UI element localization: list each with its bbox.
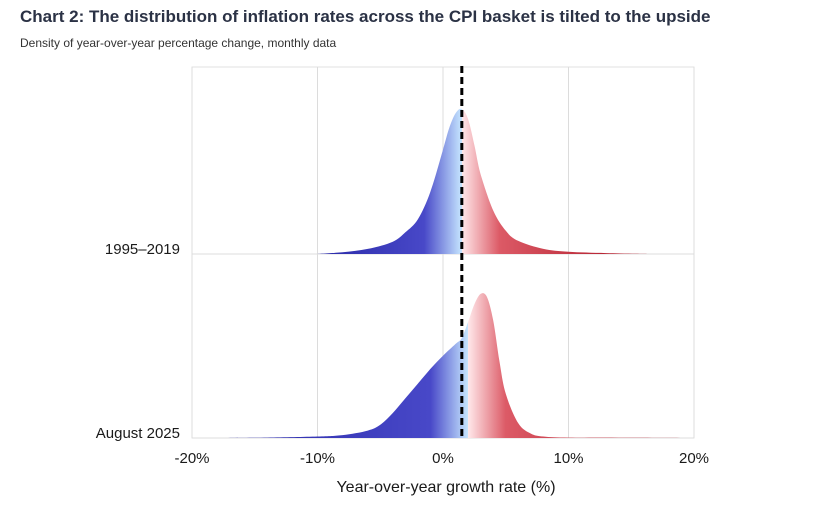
chart-subtitle: Density of year-over-year percentage cha…	[20, 36, 337, 50]
density-ridge-1	[317, 108, 651, 255]
x-axis-label: Year-over-year growth rate (%)	[336, 479, 555, 496]
x-tick-label: 0%	[432, 450, 454, 467]
x-tick-label: 20%	[679, 450, 709, 467]
x-tick-label: -20%	[174, 450, 209, 467]
series-label: 1995–2019	[105, 241, 180, 258]
x-tick-label: 10%	[553, 450, 583, 467]
series-label: August 2025	[96, 425, 180, 442]
density-ridge-2	[217, 293, 694, 438]
x-tick-label: -10%	[300, 450, 335, 467]
chart-title: Chart 2: The distribution of inflation r…	[20, 7, 711, 26]
